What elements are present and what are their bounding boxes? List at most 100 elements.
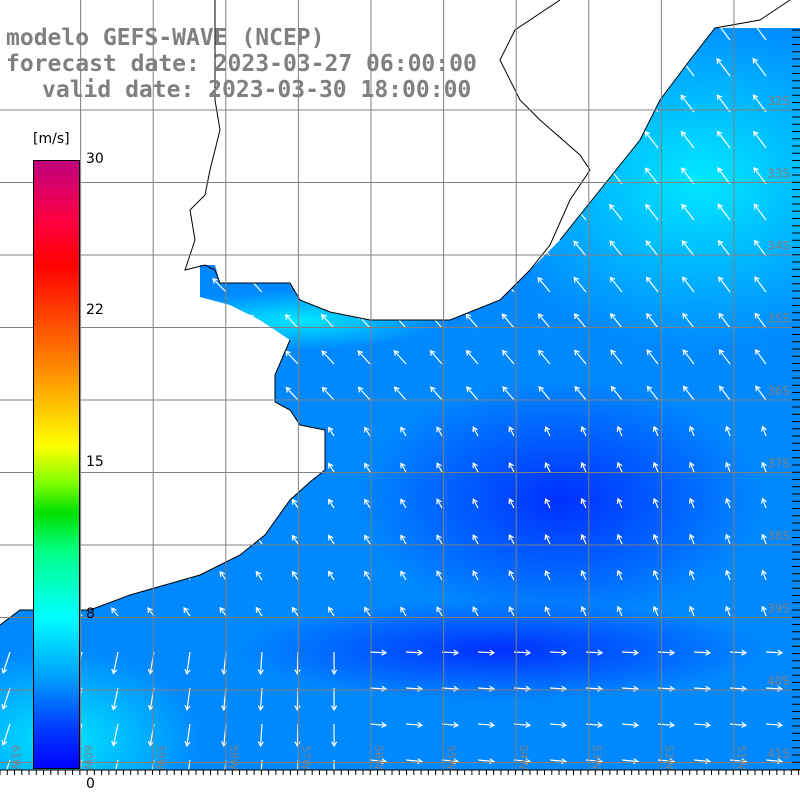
wind-arrow [177,387,191,401]
wind-arrow [572,167,587,185]
wind-arrow [761,461,767,473]
wind-arrow [472,426,479,437]
longitude-label: 54W [517,745,530,770]
wind-arrow [729,649,748,656]
wind-arrow [364,606,371,617]
wind-arrow [405,649,424,656]
wind-arrow [616,533,623,545]
wind-arrow [643,28,659,41]
wind-arrow [111,687,119,711]
colorbar-label: 22 [86,302,104,318]
wind-arrow [657,721,676,729]
colorbar-label: 0 [86,776,95,792]
wind-arrow [364,534,371,545]
wind-arrow [754,348,767,365]
wind-arrow [328,462,335,473]
wind-arrow [718,349,731,365]
colorbar-label: 8 [86,606,95,622]
wind-arrow [140,314,155,329]
wind-arrow [436,426,443,437]
wind-arrow [477,721,496,729]
wind-arrow [257,723,264,748]
wind-arrow [472,606,479,617]
wind-arrow [574,349,587,365]
wind-arrow [680,28,695,41]
wind-arrow [682,385,695,401]
wind-arrow [652,533,659,545]
wind-arrow [508,498,515,509]
wind-arrow [211,205,227,221]
wind-arrow [104,350,119,365]
wind-arrow [610,349,623,365]
wind-arrow [429,349,443,365]
wind-arrow [111,651,119,675]
wind-arrow [607,58,623,77]
wind-arrow [183,463,191,473]
wind-arrow [724,461,731,473]
wind-arrow [392,240,407,257]
wind-arrow [472,570,479,581]
wind-arrow [688,497,695,509]
wind-arrow [466,386,479,401]
wind-arrow [680,94,695,113]
wind-arrow [219,462,227,473]
wind-arrow [357,350,371,365]
wind-arrow [657,685,676,692]
wind-arrow [291,534,299,545]
wind-arrow [285,350,299,365]
wind-arrow [429,386,443,401]
wind-arrow [652,497,659,509]
wind-arrow [761,605,767,617]
wind-arrow [573,276,587,293]
wind-arrow [283,204,299,221]
wind-arrow [724,605,731,617]
longitude-label: 55W [445,745,458,770]
wind-arrow [285,386,299,401]
wind-arrow [436,606,443,617]
wind-arrow [330,723,338,748]
wind-arrow [718,312,731,329]
wind-arrow [284,313,299,329]
wind-arrow [544,461,551,473]
colorbar [33,160,80,769]
wind-arrow [249,386,263,401]
wind-arrow [111,535,119,545]
wind-arrow [537,240,551,257]
wind-arrow [219,426,227,437]
wind-arrow [357,386,371,401]
wind-arrow [717,203,731,221]
colorbar-label: 15 [86,454,104,470]
wind-arrow [211,241,227,257]
wind-arrow [508,462,515,473]
colorbar-label: 30 [86,151,104,167]
wind-arrow [184,651,191,675]
wind-arrow [112,759,119,770]
wind-arrow [283,168,299,185]
wind-arrow [76,759,83,770]
wind-arrow [405,721,424,729]
wind-arrow [609,276,623,293]
wind-arrow [2,535,11,545]
wind-arrow [175,168,191,185]
wind-arrow [508,606,515,617]
wind-arrow [436,462,443,473]
latitude-label: 34S [767,239,790,253]
wind-arrow [291,462,299,473]
wind-arrow [175,205,191,221]
wind-arrow [364,498,371,509]
wind-arrow [259,759,263,770]
wind-arrow [755,385,767,401]
wind-arrow [176,314,191,329]
wind-arrow [580,605,587,617]
wind-arrow [646,385,659,401]
wind-arrow [688,605,695,617]
longitude-label: 57W [299,745,312,770]
wind-arrow [472,534,479,545]
wind-arrow [502,386,515,401]
wind-arrow [111,499,119,509]
wind-arrow [391,168,407,185]
wind-arrow [729,685,748,692]
wind-arrow [2,499,11,509]
wind-arrow [249,350,263,365]
wind-arrow [428,240,443,257]
